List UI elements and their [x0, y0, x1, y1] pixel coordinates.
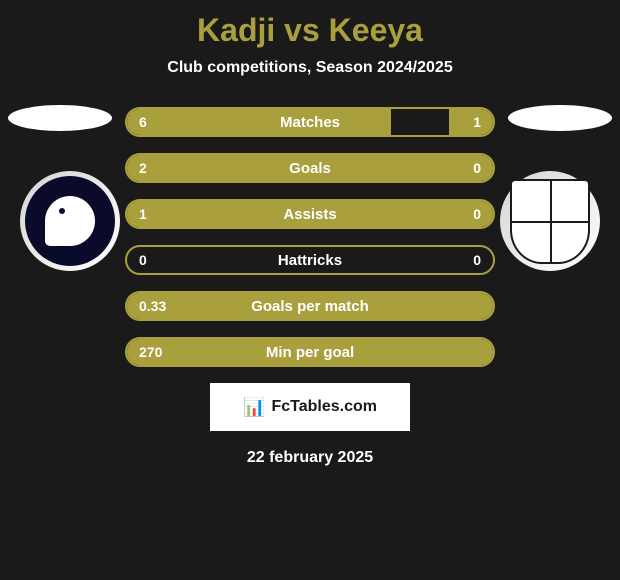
stat-label: Goals [127, 160, 493, 177]
stat-value-right: 0 [473, 252, 481, 268]
stat-row: 0.33Goals per match [125, 291, 495, 321]
stat-value-right: 1 [473, 114, 481, 130]
stat-row: 270Min per goal [125, 337, 495, 367]
stat-value-right: 0 [473, 160, 481, 176]
content-area: 6Matches12Goals01Assists00Hattricks00.33… [0, 107, 620, 467]
player2-indicator [508, 105, 612, 131]
player2-club-logo [500, 171, 600, 271]
stat-row: 2Goals0 [125, 153, 495, 183]
stat-value-right: 0 [473, 206, 481, 222]
player1-indicator [8, 105, 112, 131]
player1-club-logo [20, 171, 120, 271]
stat-label: Goals per match [127, 298, 493, 315]
stats-area: 6Matches12Goals01Assists00Hattricks00.33… [125, 107, 495, 367]
player2-name: Keeya [329, 12, 423, 48]
stat-label: Hattricks [127, 252, 493, 269]
vs-text: vs [284, 12, 320, 48]
page-title: Kadji vs Keeya [0, 0, 620, 49]
stat-label: Assists [127, 206, 493, 223]
chart-icon: 📊 [243, 397, 265, 418]
main-container: Kadji vs Keeya Club competitions, Season… [0, 0, 620, 580]
brand-name: FcTables.com [271, 398, 377, 416]
stat-label: Min per goal [127, 344, 493, 361]
stat-row: 1Assists0 [125, 199, 495, 229]
stat-row: 6Matches1 [125, 107, 495, 137]
brand-footer[interactable]: 📊 FcTables.com [210, 383, 410, 431]
stat-label: Matches [127, 114, 493, 131]
subtitle-text: Club competitions, Season 2024/2025 [0, 59, 620, 77]
stat-row: 0Hattricks0 [125, 245, 495, 275]
date-text: 22 february 2025 [0, 449, 620, 467]
player1-name: Kadji [197, 12, 275, 48]
